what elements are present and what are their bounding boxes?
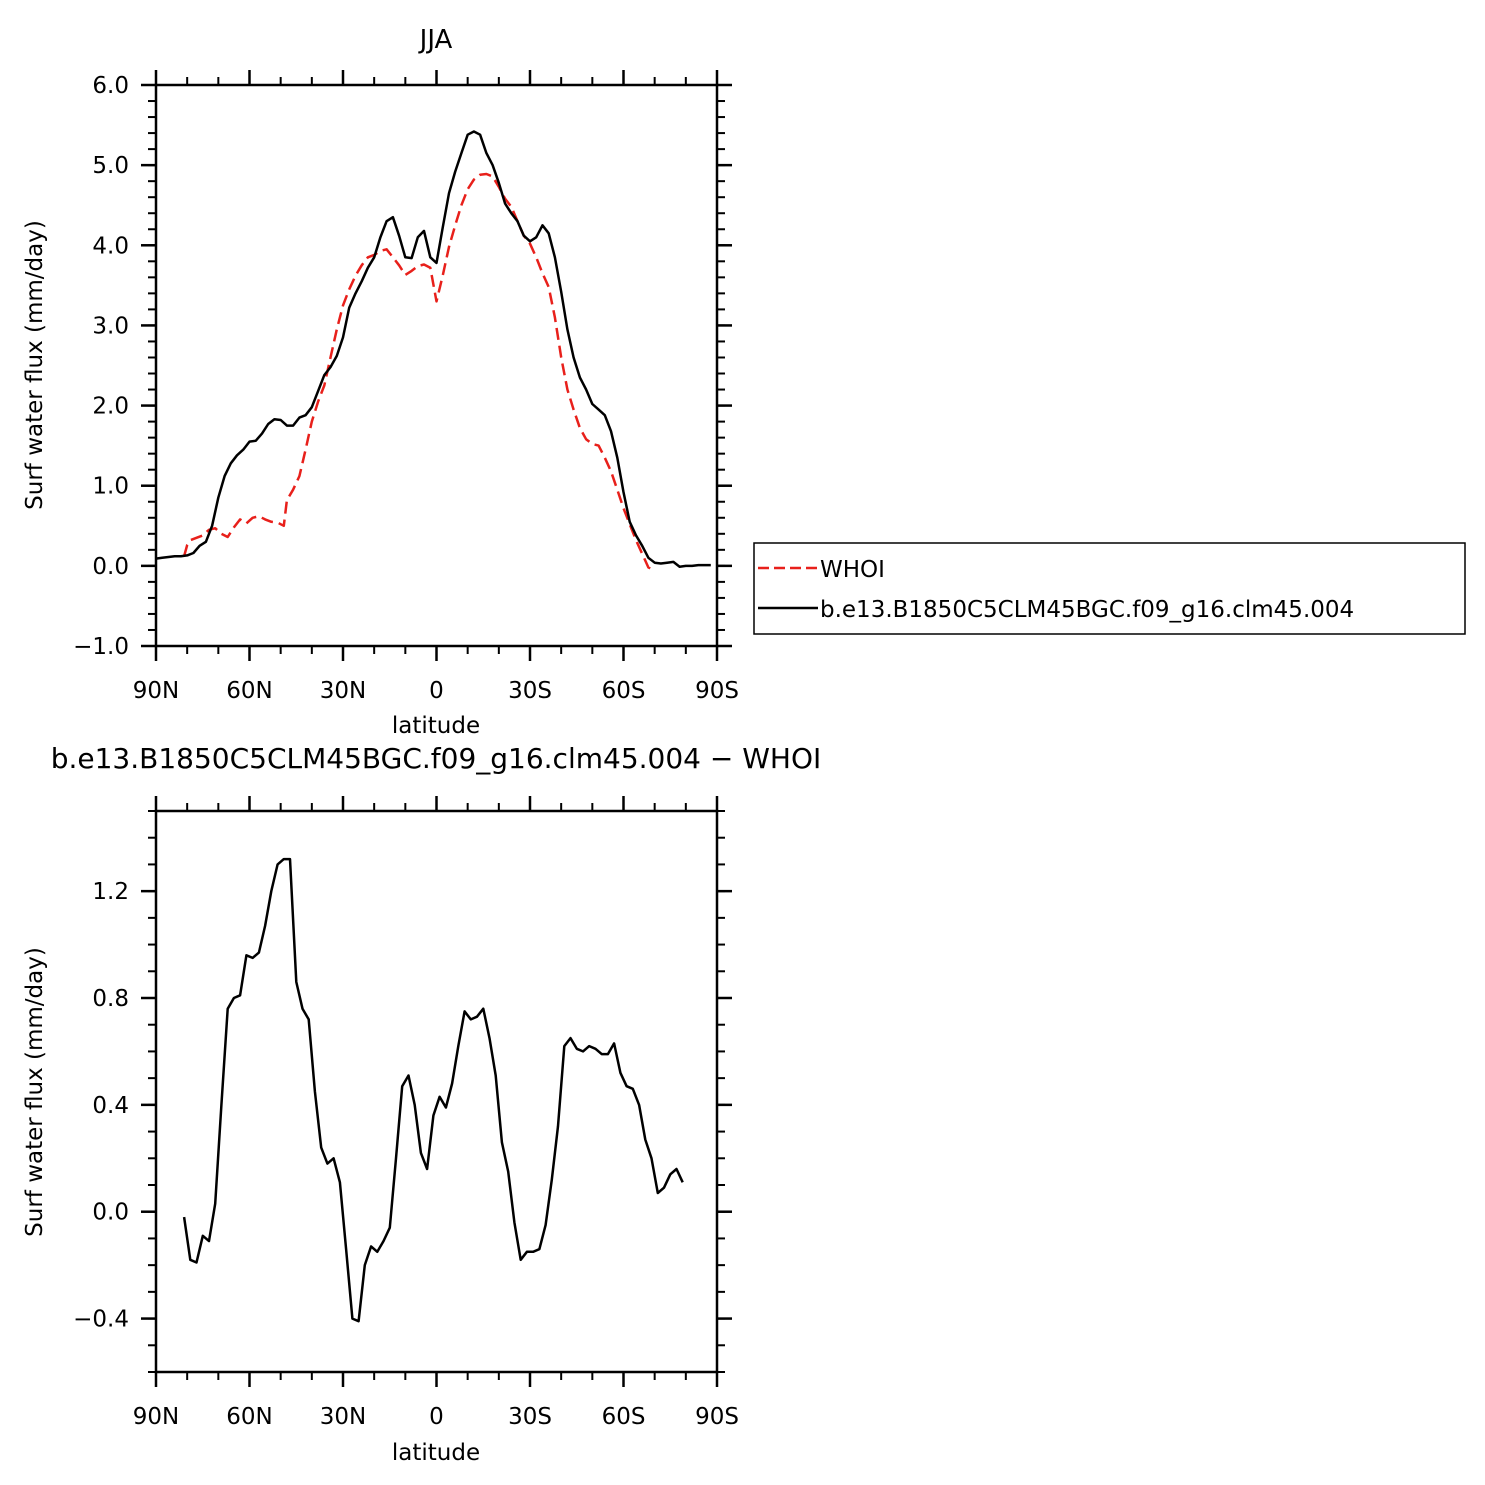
top-series-line-0 — [182, 172, 656, 572]
top-plot-lines — [155, 130, 711, 572]
y-tick-label: 6.0 — [92, 73, 129, 99]
x-tick-label: 60N — [226, 1404, 272, 1430]
x-tick-label: 30S — [508, 1404, 552, 1430]
x-tick-label: 30S — [508, 678, 552, 704]
legend-label-model: b.e13.B1850C5CLM45BGC.f09_g16.clm45.004 — [820, 597, 1354, 623]
y-tick-label: 4.0 — [92, 233, 129, 259]
y-tick-label: −1.0 — [73, 634, 129, 660]
bottom-axes: 90N 60N 30N 0 30S 60S 90S −0.4 0.0 0.4 0.8 1.2 — [73, 796, 739, 1430]
x-tick-label: 90S — [695, 1404, 739, 1430]
y-tick-label: 2.0 — [92, 394, 129, 420]
top-x-axis-label: latitude — [392, 713, 480, 739]
y-tick-label: 5.0 — [92, 153, 129, 179]
x-tick-label: 90N — [133, 1404, 179, 1430]
x-tick-label: 60S — [602, 1404, 646, 1430]
bottom-panel: b.e13.B1850C5CLM45BGC.f09_g16.clm45.004 … — [22, 742, 821, 1466]
y-tick-label: 3.0 — [92, 313, 129, 339]
y-tick-label: 0.4 — [92, 1093, 129, 1119]
bottom-chart-title: b.e13.B1850C5CLM45BGC.f09_g16.clm45.004 … — [51, 742, 822, 775]
x-tick-label: 60S — [602, 678, 646, 704]
legend: WHOI b.e13.B1850C5CLM45BGC.f09_g16.clm45… — [753, 542, 1466, 635]
x-tick-label: 60N — [226, 678, 272, 704]
legend-box — [753, 542, 1466, 635]
bottom-x-axis-label: latitude — [392, 1440, 480, 1466]
y-tick-label: 0.8 — [92, 986, 129, 1012]
x-tick-label: 90N — [133, 678, 179, 704]
legend-label-whoi: WHOI — [820, 557, 885, 583]
x-tick-label: 0 — [429, 1404, 444, 1430]
x-tick-label: 90S — [695, 678, 739, 704]
y-tick-label: −0.4 — [73, 1307, 129, 1333]
top-axes: 90N 60N 30N 0 30S 60S 90S −1.0 0.0 1.0 2.0 3.0 4.0 5.… — [73, 70, 739, 704]
x-tick-label: 0 — [429, 678, 444, 704]
bottom-series-line-0 — [182, 857, 684, 1323]
y-tick-label: 0.0 — [92, 1200, 129, 1226]
top-y-axis-label: Surf water flux (mm/day) — [22, 220, 48, 510]
top-chart-title: JJA — [418, 25, 453, 55]
top-series-line-1 — [155, 130, 711, 568]
x-tick-label: 30N — [320, 1404, 366, 1430]
top-plot-frame — [154, 83, 719, 648]
bottom-plot-frame — [154, 809, 719, 1374]
y-tick-label: 1.2 — [92, 879, 129, 905]
bottom-y-axis-label: Surf water flux (mm/day) — [22, 947, 48, 1237]
y-tick-label: 0.0 — [92, 554, 129, 580]
bottom-plot-lines — [182, 857, 684, 1323]
y-tick-label: 1.0 — [92, 474, 129, 500]
top-panel: JJA Surf water flux (mm/day) latitude 90… — [22, 25, 739, 739]
x-tick-label: 30N — [320, 678, 366, 704]
